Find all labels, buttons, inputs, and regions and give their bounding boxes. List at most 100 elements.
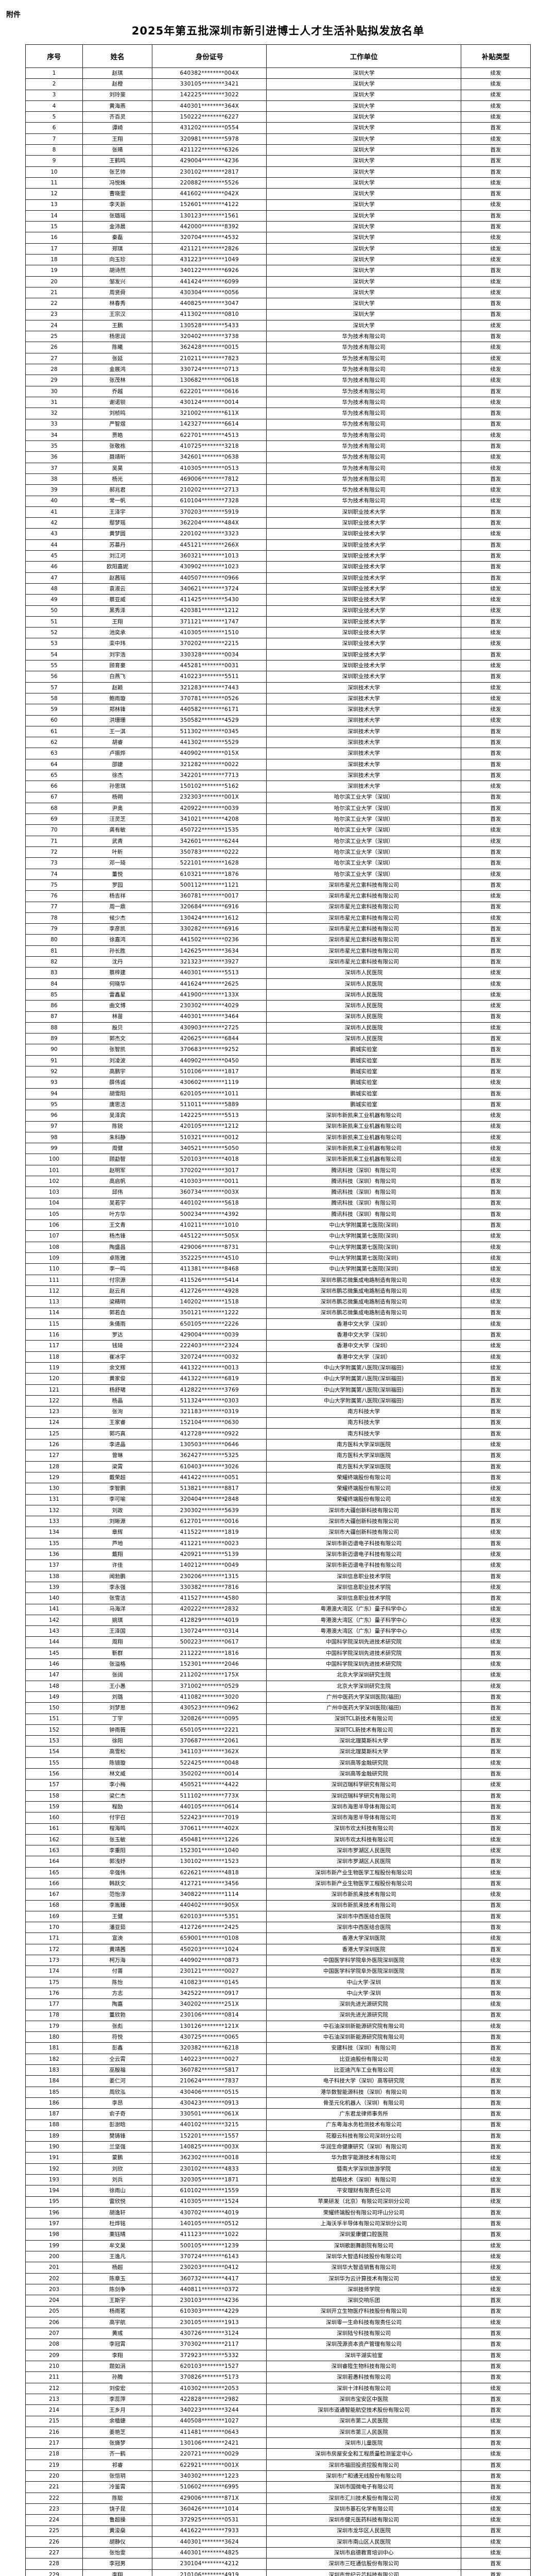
table-row: 220 张恺玥 340302********1223 深圳市广和通无线股份有限公司 首发 [25,2470,531,2482]
cell-name: 刘宇浩 [82,649,153,661]
header-row: 序号 姓名 身份证号 工作单位 补贴类型 [25,44,531,68]
cell-subsidy-type: 首发 [460,1922,531,1934]
cell-employer: 香港中文大学（深圳） [266,1340,461,1352]
table-row: 135 芦地 411221********0023 深圳市新迈谱电子科技有限公司 首发 [25,1537,531,1550]
table-row: 214 王乡月 340223********3244 深圳市道通智能航空技术股份有限公… [25,2404,531,2416]
table-row: 86 曲文博 230302********4029 深圳市人民医院 续发 [25,1000,531,1012]
cell-subsidy-type: 续发 [460,1000,531,1012]
cell-subsidy-type: 续发 [460,199,531,211]
cell-employer: 深圳市罗湖区人民医院 [266,1856,461,1868]
cell-index: 108 [25,1241,83,1253]
cell-employer: 深圳华大智造科技股份有限公司 [266,2251,461,2263]
cell-id-number: 450722********1535 [152,824,267,836]
table-row: 185 周欣泓 430406********0515 港华数智能源科技（深圳）有限公司… [25,2086,531,2098]
cell-subsidy-type: 首发 [460,2185,531,2197]
cell-id-number: 622921********001X [152,2459,267,2471]
cell-name: 杨晶 [82,1395,153,1407]
cell-index: 136 [25,1549,83,1561]
cell-id-number: 152301********1040 [152,1845,267,1857]
cell-name: 王逸凡 [82,2251,153,2263]
cell-subsidy-type: 续发 [460,78,531,90]
cell-subsidy-type: 续发 [460,1154,531,1165]
table-row: 6 谭崎 431202********0554 深圳大学 首发 [25,122,531,134]
cell-index: 126 [25,1439,83,1451]
cell-employer: 中山大学附属第七医院(深圳) [266,1241,461,1253]
cell-subsidy-type: 续发 [460,1560,531,1571]
cell-subsidy-type: 首发 [460,1384,531,1396]
cell-subsidy-type: 续发 [460,1494,531,1505]
cell-employer: 深圳大学 [266,100,461,112]
table-row: 134 章辉 411522********1819 深圳市大疆创新科技有限公司 续发 [25,1527,531,1538]
table-row: 123 张洵 321183********0319 南方科技大学 首发 [25,1406,531,1418]
cell-name: 程励 [82,1801,153,1813]
table-row: 177 陶嘉 340202********251X 深圳先进光源研究院 续发 [25,1998,531,2010]
table-row: 95 唐思洁 511011********5889 鹏城实验室 首发 [25,1098,531,1111]
cell-index: 58 [25,692,83,705]
cell-employer: 深圳市新凯来技术有限公司 [266,1900,461,1911]
cell-id-number: 411522********1819 [152,1527,267,1538]
cell-employer: 香港中文大学（深圳） [266,1351,461,1363]
table-row: 189 樊铸锋 152201********1557 花瓣云科技有限公司深圳分公司 首发 [25,2130,531,2142]
table-row: 151 丁宇 320826********0095 深圳TCL新技术有限公司 续发 [25,1713,531,1725]
cell-name: 李可喻 [82,1494,153,1505]
cell-name: 杨雨茗 [82,2306,153,2317]
cell-index: 69 [25,814,83,825]
cell-employer: 深圳信息职业技术学院 [266,1581,461,1594]
table-row: 223 饶子昆 360426********1014 深圳市基石化学有限公司 续发 [25,2503,531,2515]
cell-id-number: 650105********2226 [152,1318,267,1330]
cell-name: 赵云肖 [82,1285,153,1297]
cell-name: 陶盛昌 [82,1241,153,1253]
cell-subsidy-type: 续发 [460,1164,531,1176]
cell-subsidy-type: 续发 [460,1483,531,1495]
cell-index: 102 [25,1175,83,1188]
cell-index: 97 [25,1121,83,1132]
cell-name: 徐杰 [82,769,153,782]
table-row: 80 徐嘉鸿 441502********0236 深圳市星光立索科技有限公司 首发 [25,934,531,946]
cell-id-number: 430523********0962 [152,1702,267,1714]
cell-index: 124 [25,1417,83,1429]
cell-subsidy-type: 续发 [460,100,531,112]
table-row: 122 杨晶 511324********0303 中山大学附属第八医院(深圳福田) 首… [25,1395,531,1407]
cell-index: 215 [25,2415,83,2427]
cell-index: 49 [25,594,83,606]
cell-name: 白燕飞 [82,671,153,683]
table-row: 102 高启帆 410303********0011 腾讯科技（深圳）有限公司 首发 [25,1175,531,1188]
cell-subsidy-type: 首发 [460,2130,531,2142]
cell-employer: 深圳职业技术大学 [266,561,461,573]
cell-employer: 深圳市人民医院 [266,978,461,990]
cell-name: 赵橙 [82,78,153,90]
cell-subsidy-type: 续发 [460,1131,531,1144]
cell-index: 8 [25,144,83,156]
cell-name: 范怡淳 [82,1889,153,1901]
cell-index: 63 [25,748,83,759]
cell-name: 卢振烨 [82,748,153,759]
cell-name: 王泽宇 [82,506,153,518]
cell-subsidy-type: 续发 [460,1889,531,1901]
cell-name: 徐阳 [82,1735,153,1747]
cell-index: 64 [25,758,83,771]
cell-id-number: 420222********2832 [152,1603,267,1615]
cell-employer: 华为技术有限公司 [266,352,461,365]
cell-name: 张怡雯 [82,2547,153,2559]
cell-employer: 深圳技术大学 [266,781,461,792]
cell-index: 132 [25,1504,83,1517]
cell-subsidy-type: 首发 [460,144,531,156]
cell-name: 周一鼎 [82,901,153,913]
cell-id-number: 430702********4019 [152,2207,267,2219]
table-row: 181 彭鑫 320382********6218 安建科技（深圳）有限公司 首发 [25,2042,531,2054]
cell-employer: 花瓣云科技有限公司深圳分公司 [266,2130,461,2142]
table-row: 76 杨吉祥 360781********0017 深圳市星光立索科技有限公司 续发 [25,890,531,902]
table-row: 72 叶昕 350783********0222 哈尔滨工业大学（深圳） 首发 [25,846,531,858]
table-row: 38 杨光 469006********7812 华为技术有限公司 首发 [25,473,531,485]
cell-index: 79 [25,923,83,935]
cell-index: 76 [25,890,83,902]
cell-subsidy-type: 首发 [460,1691,531,1703]
cell-id-number: 445121********266X [152,539,267,551]
cell-subsidy-type: 续发 [460,1121,531,1132]
cell-employer: 华为技术有限公司 [266,418,461,430]
cell-name: 贾皓 [82,429,153,442]
cell-id-number: 429004********4236 [152,155,267,167]
table-row: 18 向玉珍 431223********1049 深圳大学 续发 [25,254,531,266]
cell-subsidy-type: 首发 [460,1450,531,1462]
cell-subsidy-type: 首发 [460,2371,531,2383]
